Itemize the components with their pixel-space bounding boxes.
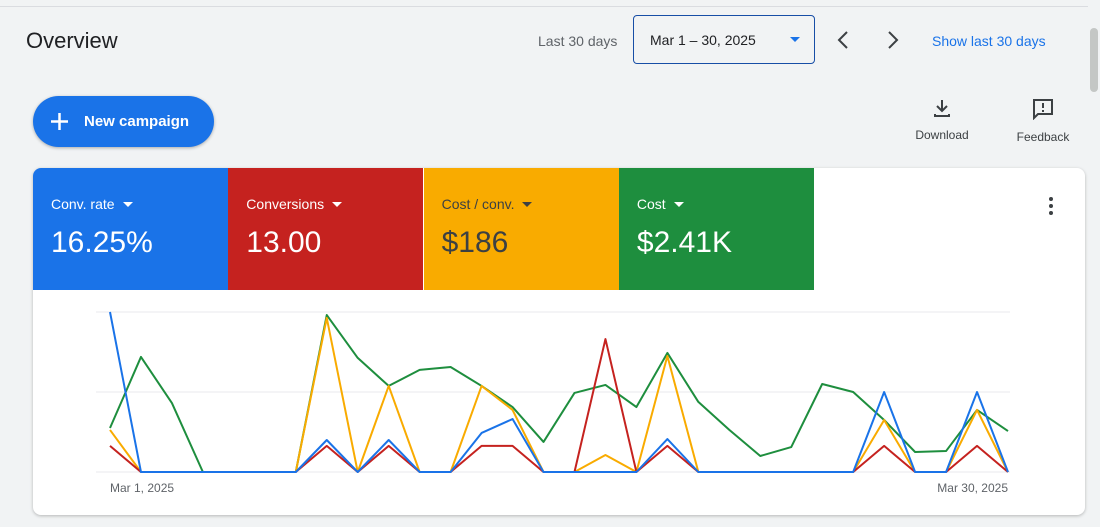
- next-button[interactable]: [884, 30, 902, 50]
- metric-value: 13.00: [246, 226, 322, 259]
- metric-name: Conversions: [246, 196, 325, 212]
- chart: Mar 1, 2025 Mar 30, 2025: [96, 311, 1010, 495]
- metric-label: Cost / conv.: [442, 196, 533, 212]
- date-picker[interactable]: Mar 1 – 30, 2025: [633, 15, 815, 64]
- range-label: Last 30 days: [538, 33, 618, 49]
- x-tick-label: Mar 1, 2025: [110, 481, 174, 495]
- show-last-link[interactable]: Show last 30 days: [932, 33, 1046, 49]
- metric-tab[interactable]: Cost / conv. $186: [423, 168, 619, 290]
- scrollbar[interactable]: [1090, 28, 1098, 92]
- metric-value: $186: [441, 226, 509, 259]
- chart-card: Conv. rate 16.25% Conversions 13.00 Cost / c…: [33, 168, 1085, 515]
- series-line: [109, 314, 1009, 473]
- page-title: Overview: [26, 28, 118, 53]
- prev-button[interactable]: [834, 30, 852, 50]
- metric-name: Cost: [636, 196, 666, 212]
- metric-label: Conv. rate: [51, 196, 133, 212]
- feedback-button[interactable]: Feedback: [1003, 98, 1083, 144]
- metric-name: Conv. rate: [51, 196, 115, 212]
- metric-tab[interactable]: Conversions 13.00: [228, 168, 424, 290]
- download-icon: [934, 100, 950, 117]
- metric-value: $2.41K: [636, 226, 732, 259]
- more-menu[interactable]: [1043, 196, 1059, 216]
- dropdown-icon: [522, 202, 533, 208]
- button-label: New campaign: [84, 113, 190, 130]
- x-tick-label: Mar 30, 2025: [937, 481, 1008, 495]
- feedback-icon: [1033, 99, 1053, 121]
- dropdown-icon: [790, 37, 800, 42]
- series-line: [109, 338, 1009, 473]
- dropdown-icon: [122, 202, 133, 208]
- metric-value: 16.25%: [51, 226, 153, 259]
- divider: [0, 6, 1088, 7]
- plus-icon: [51, 113, 68, 130]
- new-campaign-button[interactable]: New campaign: [33, 96, 214, 147]
- tool-label: Feedback: [1016, 130, 1070, 144]
- tool-label: Download: [915, 128, 969, 142]
- download-button[interactable]: Download: [902, 98, 982, 142]
- metric-label: Cost: [637, 196, 684, 212]
- dropdown-icon: [332, 202, 343, 208]
- metric-tab[interactable]: Conv. rate 16.25%: [33, 168, 228, 290]
- metric-name: Cost / conv.: [441, 196, 515, 212]
- metric-label: Conversions: [246, 196, 343, 212]
- dropdown-icon: [673, 202, 684, 208]
- series-line: [109, 316, 1009, 473]
- metric-tab[interactable]: Cost $2.41K: [618, 168, 814, 290]
- series-line: [109, 311, 1009, 473]
- date-range: Mar 1 – 30, 2025: [650, 32, 756, 48]
